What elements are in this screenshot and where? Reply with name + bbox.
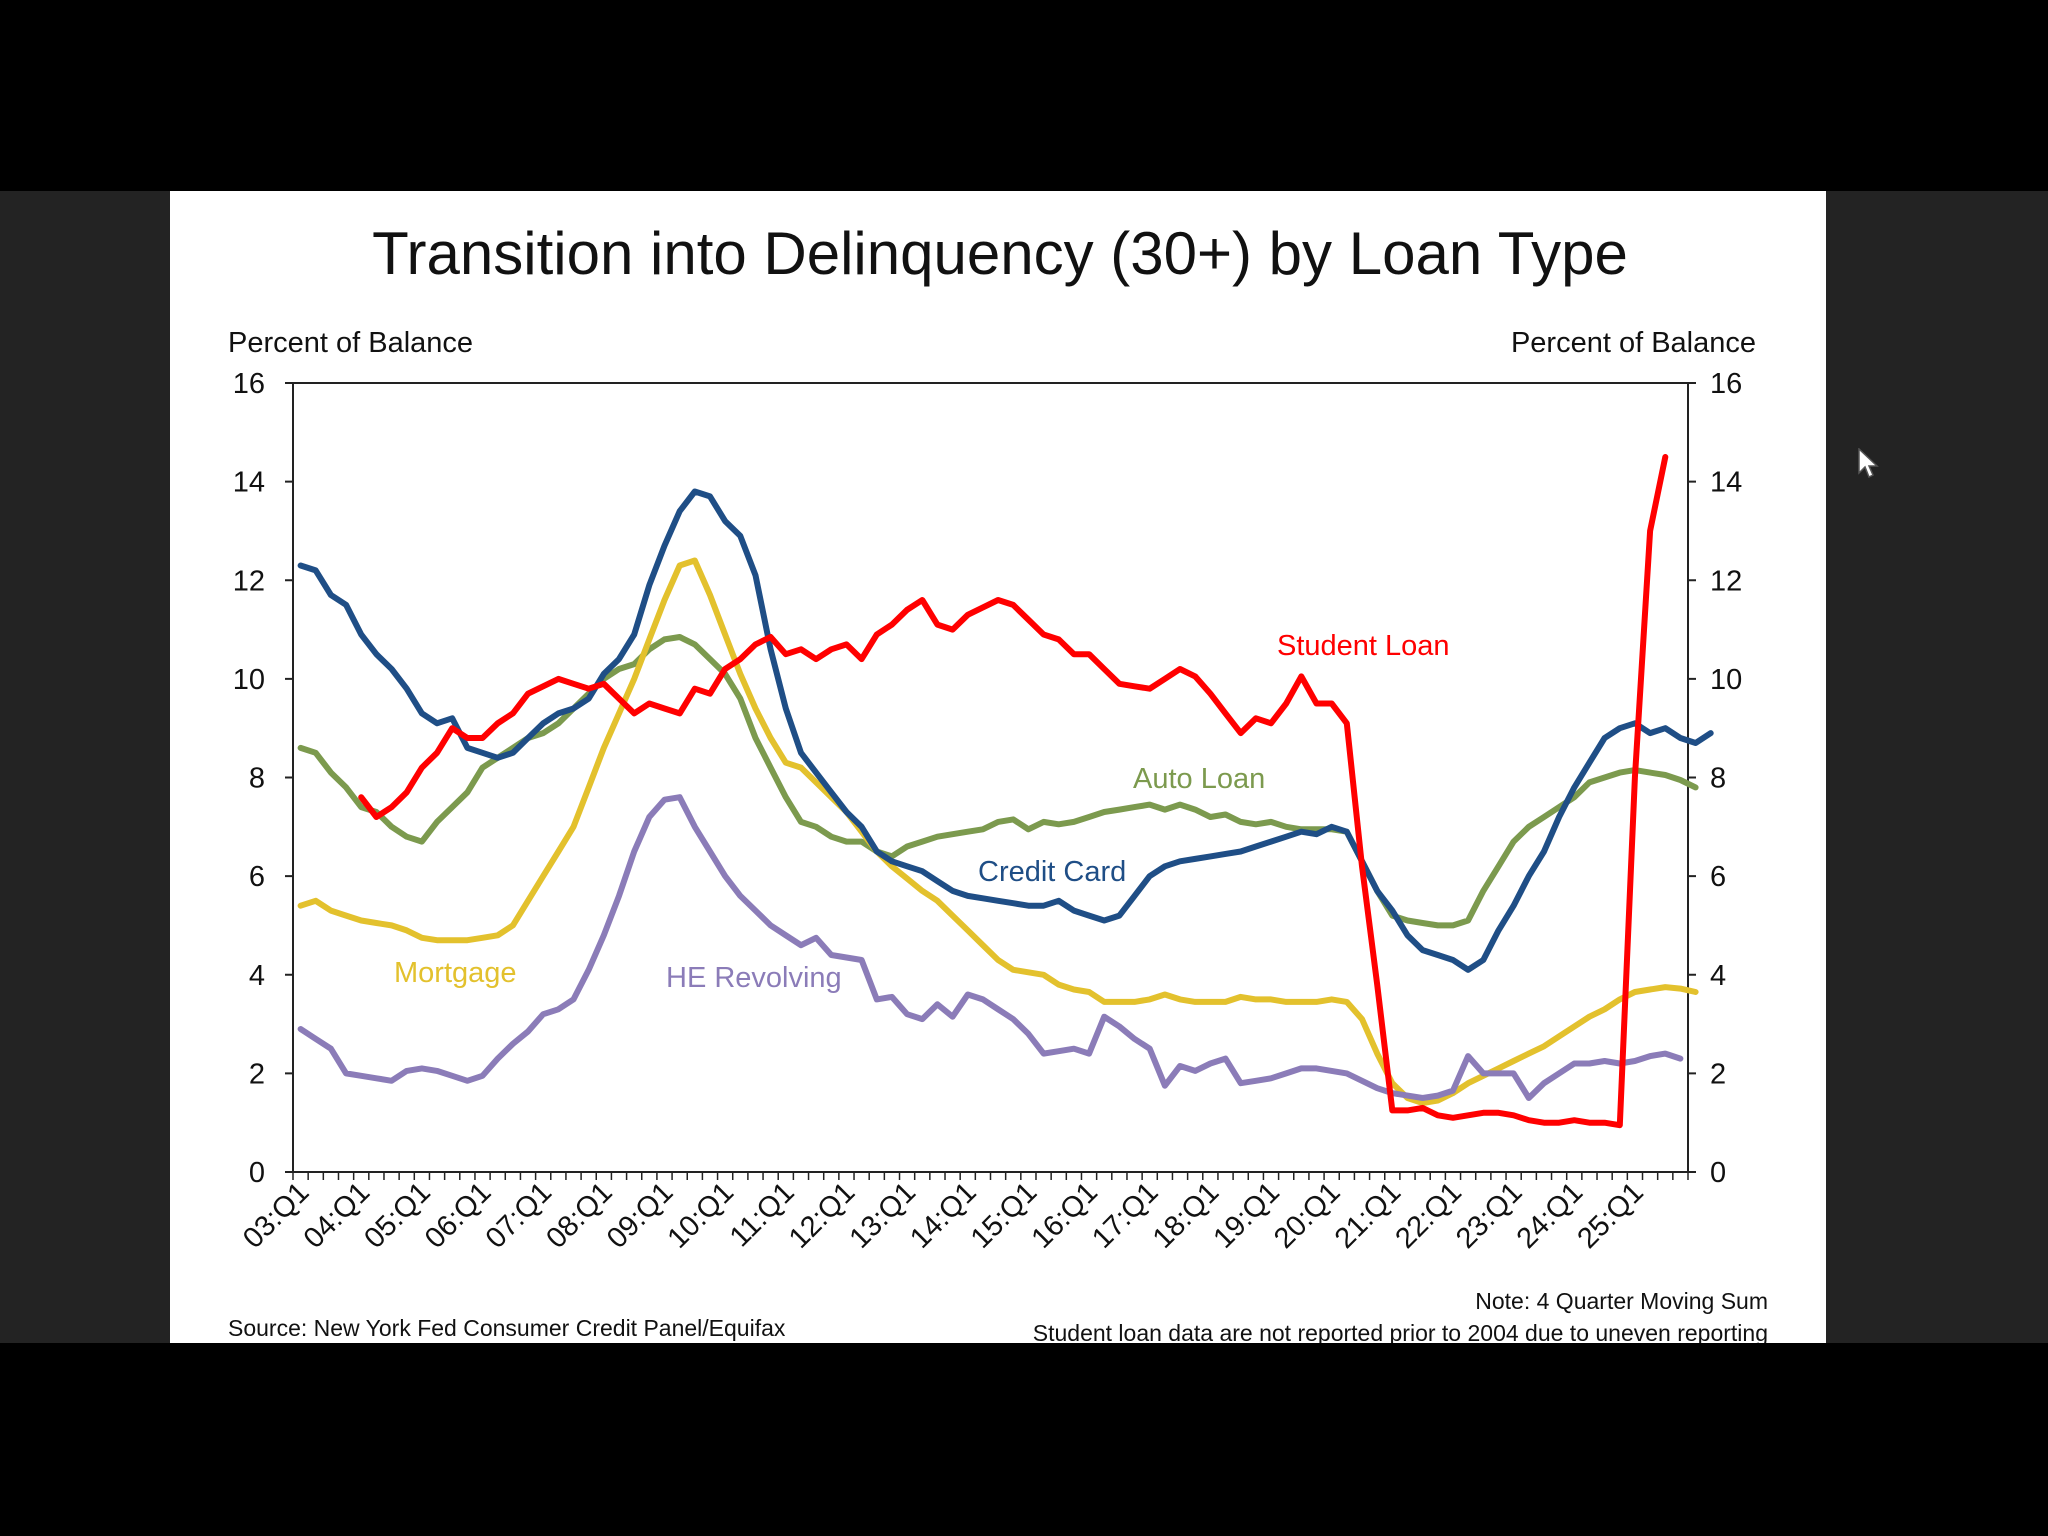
x-tick-label: 20:Q1	[1268, 1176, 1346, 1254]
y-tick-label-right: 2	[1710, 1058, 1726, 1090]
x-tick-label: 19:Q1	[1207, 1176, 1285, 1254]
series-label-credit-card: Credit Card	[978, 856, 1126, 888]
x-tick-label: 22:Q1	[1389, 1176, 1467, 1254]
y-tick-label-right: 16	[1710, 368, 1742, 400]
series-label-auto-loan: Auto Loan	[1133, 763, 1265, 795]
series-label-he-revolving: HE Revolving	[666, 962, 842, 994]
series-line-mortgage	[297, 557, 1699, 1106]
y-tick-label-left: 2	[249, 1058, 265, 1090]
x-tick-label: 14:Q1	[904, 1176, 982, 1254]
source-note: Source: New York Fed Consumer Credit Pan…	[228, 1315, 786, 1341]
x-tick-label: 18:Q1	[1147, 1176, 1225, 1254]
y-tick-label-left: 6	[249, 861, 265, 893]
chart-title: Transition into Delinquency (30+) by Loa…	[372, 220, 1628, 287]
y-tick-label-right: 14	[1710, 467, 1742, 499]
x-tick-label: 08:Q1	[540, 1176, 618, 1254]
y-tick-label-left: 14	[233, 467, 265, 499]
series-lines	[297, 454, 1714, 1129]
x-tick-label: 11:Q1	[724, 1176, 801, 1253]
y-axis-label-right: Percent of Balance	[1511, 327, 1756, 359]
x-tick-label: 12:Q1	[783, 1176, 861, 1254]
letterbox-top	[0, 0, 2048, 191]
slide: Transition into Delinquency (30+) by Loa…	[170, 191, 1826, 1343]
x-tick-label: 25:Q1	[1571, 1176, 1649, 1254]
x-tick-label: 04:Q1	[298, 1176, 376, 1254]
series-label-mortgage: Mortgage	[394, 957, 517, 989]
y-tick-label-left: 8	[249, 763, 265, 795]
y-tick-label-right: 10	[1710, 664, 1742, 696]
x-tick-label: 06:Q1	[419, 1176, 497, 1254]
x-tick-label: 16:Q1	[1026, 1176, 1104, 1254]
x-tick-label: 10:Q1	[662, 1176, 740, 1254]
y-tick-label-left: 10	[233, 664, 265, 696]
x-axis: 03:Q104:Q105:Q106:Q107:Q108:Q109:Q110:Q1…	[237, 1172, 1689, 1255]
x-tick-label: 17:Q1	[1086, 1176, 1164, 1254]
y-tick-label-right: 8	[1710, 763, 1726, 795]
student-loan-note: Student loan data are not reported prior…	[1033, 1320, 1768, 1343]
x-tick-label: 15:Q1	[965, 1176, 1043, 1254]
y-tick-label-right: 0	[1710, 1157, 1726, 1189]
y-tick-label-left: 4	[249, 960, 265, 992]
series-label-student-loan: Student Loan	[1277, 630, 1450, 662]
y-tick-label-left: 12	[233, 565, 265, 597]
series-line-he-revolving	[297, 794, 1684, 1101]
mouse-cursor-icon	[1858, 448, 1879, 479]
y-axis-label-left: Percent of Balance	[228, 327, 473, 359]
y-tick-label-right: 4	[1710, 960, 1726, 992]
y-tick-label-left: 0	[249, 1157, 265, 1189]
x-tick-label: 13:Q1	[844, 1176, 922, 1254]
x-tick-label: 07:Q1	[480, 1176, 558, 1254]
series-line-student-loan	[358, 454, 1669, 1129]
pillarbox-right	[1826, 191, 2048, 1343]
x-tick-label: 21:Q1	[1329, 1176, 1407, 1254]
pillarbox-left	[0, 191, 170, 1343]
y-tick-label-left: 16	[233, 368, 265, 400]
x-tick-label: 23:Q1	[1450, 1176, 1528, 1254]
y-tick-label-right: 6	[1710, 861, 1726, 893]
series-line-credit-card	[297, 488, 1714, 973]
x-tick-label: 24:Q1	[1511, 1176, 1589, 1254]
y-tick-label-right: 12	[1710, 565, 1742, 597]
x-tick-label: 09:Q1	[601, 1176, 679, 1254]
y-axis-right: 0 2 4 6 8 10 12 14 16	[1688, 368, 1742, 1189]
delinquency-chart: Transition into Delinquency (30+) by Loa…	[228, 220, 1768, 1343]
letterbox-bottom	[0, 1343, 2048, 1536]
moving-sum-note: Note: 4 Quarter Moving Sum	[1475, 1288, 1768, 1314]
y-axis-left: 0 2 4 6 8 10 12 14 16	[233, 368, 293, 1189]
x-tick-label: 05:Q1	[358, 1176, 436, 1254]
